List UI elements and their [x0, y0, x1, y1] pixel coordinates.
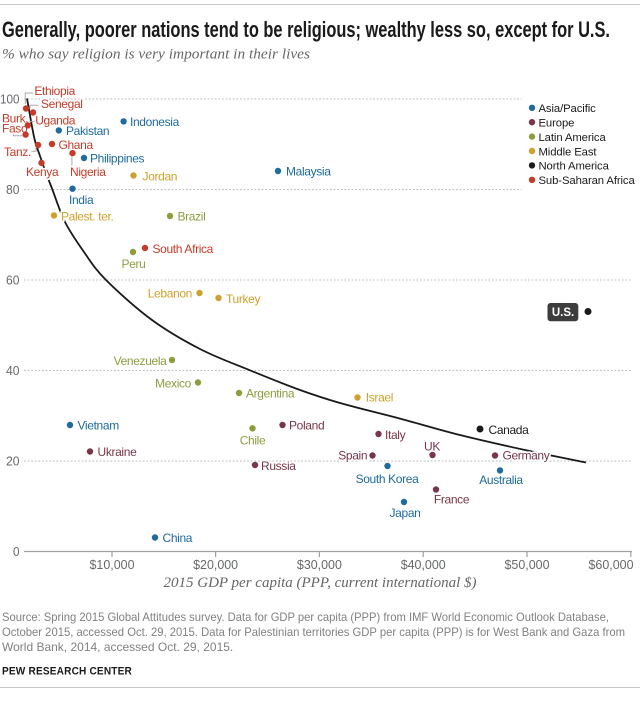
svg-text:$30,000: $30,000	[297, 557, 342, 572]
svg-text:October 2015, accessed Oct. 29: October 2015, accessed Oct. 29, 2015. Da…	[2, 625, 625, 639]
svg-text:$50,000: $50,000	[505, 557, 550, 572]
svg-text:Philippines: Philippines	[90, 151, 145, 165]
svg-text:Turkey: Turkey	[226, 292, 260, 306]
svg-text:Spain: Spain	[338, 448, 367, 462]
svg-text:North America: North America	[539, 161, 610, 173]
svg-text:Source: Spring 2015 Global Att: Source: Spring 2015 Global Attitudes sur…	[2, 610, 609, 624]
svg-text:80: 80	[6, 182, 20, 197]
svg-text:Middle East: Middle East	[539, 146, 598, 158]
svg-text:Germany: Germany	[503, 448, 550, 462]
svg-text:Poland: Poland	[289, 418, 324, 432]
svg-text:Europe: Europe	[539, 118, 575, 130]
svg-text:Australia: Australia	[479, 473, 523, 487]
svg-text:Ukraine: Ukraine	[98, 445, 138, 459]
svg-text:Japan: Japan	[390, 506, 421, 520]
svg-text:$60,000: $60,000	[589, 557, 634, 572]
svg-text:Sub-Saharan Africa: Sub-Saharan Africa	[539, 175, 636, 187]
svg-text:Israel: Israel	[366, 390, 393, 404]
svg-text:% who say religion is very imp: % who say religion is very important in …	[2, 47, 310, 63]
svg-text:Peru: Peru	[122, 257, 146, 271]
svg-text:Ghana: Ghana	[59, 138, 94, 152]
svg-text:Palest. ter.: Palest. ter.	[61, 209, 114, 223]
svg-text:World Bank, 2014, accessed Oct: World Bank, 2014, accessed Oct. 29, 2015…	[2, 640, 233, 654]
svg-text:China: China	[163, 531, 193, 545]
svg-text:$10,000: $10,000	[90, 557, 135, 572]
svg-text:Senegal: Senegal	[41, 97, 83, 111]
svg-text:20: 20	[6, 454, 20, 469]
svg-text:60: 60	[6, 273, 20, 288]
svg-text:Mexico: Mexico	[155, 376, 192, 390]
svg-text:Canada: Canada	[489, 423, 530, 437]
svg-text:Venezuela: Venezuela	[114, 354, 168, 368]
svg-text:Malaysia: Malaysia	[286, 164, 331, 178]
svg-text:Tanz.: Tanz.	[4, 145, 31, 159]
svg-text:India: India	[69, 193, 94, 207]
svg-text:Russia: Russia	[261, 459, 296, 473]
svg-text:Chile: Chile	[240, 433, 266, 447]
svg-text:Kenya: Kenya	[26, 165, 59, 179]
svg-text:100: 100	[0, 92, 20, 107]
svg-text:$40,000: $40,000	[401, 557, 446, 572]
svg-text:Nigeria: Nigeria	[70, 165, 106, 179]
svg-text:0: 0	[13, 544, 20, 559]
svg-text:40: 40	[6, 363, 20, 378]
svg-text:Asia/Pacific: Asia/Pacific	[539, 103, 597, 115]
svg-text:Indonesia: Indonesia	[130, 115, 180, 129]
svg-text:Jordan: Jordan	[143, 169, 178, 183]
svg-text:Generally, poorer nations tend: Generally, poorer nations tend to be rel…	[2, 17, 610, 42]
svg-text:U.S.: U.S.	[552, 307, 574, 319]
svg-text:South Korea: South Korea	[356, 472, 420, 486]
svg-text:Argentina: Argentina	[246, 386, 295, 400]
svg-text:Lebanon: Lebanon	[148, 286, 192, 300]
svg-text:Italy: Italy	[385, 428, 406, 442]
svg-text:PEW RESEARCH CENTER: PEW RESEARCH CENTER	[2, 666, 132, 678]
svg-text:Pakistan: Pakistan	[66, 124, 109, 138]
svg-text:Ethiopia: Ethiopia	[34, 84, 75, 98]
svg-text:UK: UK	[424, 439, 440, 453]
svg-text:$20,000: $20,000	[193, 557, 238, 572]
svg-text:Vietnam: Vietnam	[78, 418, 120, 432]
svg-text:Brazil: Brazil	[178, 209, 206, 223]
svg-text:2015 GDP per capita (PPP, curr: 2015 GDP per capita (PPP, current intern…	[163, 575, 476, 591]
svg-text:France: France	[434, 493, 470, 507]
svg-text:Latin America: Latin America	[539, 132, 607, 144]
svg-text:South Africa: South Africa	[153, 242, 214, 256]
